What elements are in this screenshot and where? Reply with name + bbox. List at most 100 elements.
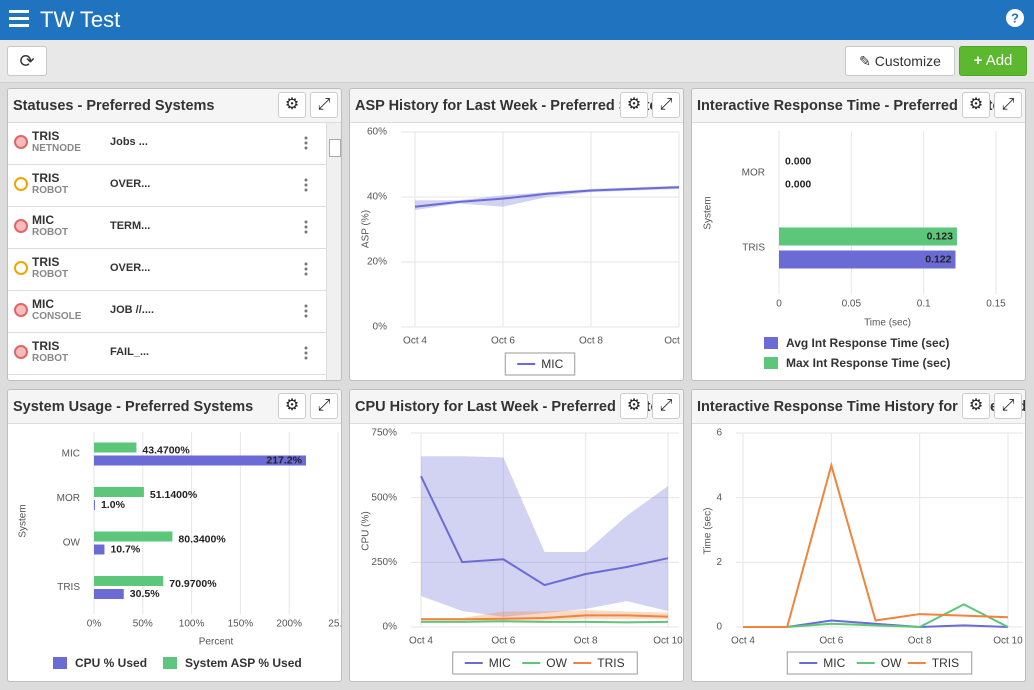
system-type: ROBOT <box>32 185 69 196</box>
x-tick-label: 50% <box>133 619 153 630</box>
system-type: NETNODE <box>32 143 81 154</box>
y-tick-label: MIC <box>62 449 80 460</box>
settings-button[interactable]: ⚙ <box>962 92 990 118</box>
settings-button[interactable]: ⚙ <box>278 92 306 118</box>
legend-label: Max Int Response Time (sec) <box>786 356 951 370</box>
app-title: TW Test <box>40 7 121 32</box>
panel-header: Interactive Response Time - Preferred Sy… <box>692 89 1025 123</box>
settings-button[interactable]: ⚙ <box>620 393 648 419</box>
customize-label: Customize <box>874 53 941 69</box>
legend: MIC OW TRIS <box>786 651 973 675</box>
bar <box>94 544 105 555</box>
status-indicator <box>14 177 28 191</box>
x-tick-label: Oct 6 <box>491 636 515 647</box>
y-tick-label: 0 <box>716 622 722 633</box>
x-tick-label: 0.1 <box>917 299 931 310</box>
y-axis-title: ASP (%) <box>361 210 372 248</box>
chart: CPU (%) 0% 250% 500% 750% Oct 4 Oct 6 Oct 8 Oct … <box>361 428 683 675</box>
x-axis-title: Time (sec) <box>864 318 911 329</box>
add-button[interactable]: + Add <box>959 46 1027 76</box>
statuses-panel: Statuses - Preferred Systems ⚙ ⤢ TRIS NETNO… <box>7 88 342 381</box>
y-tick-label: 2 <box>716 557 722 568</box>
value-label: 0.123 <box>927 230 953 242</box>
settings-button[interactable]: ⚙ <box>620 92 648 118</box>
row-menu[interactable] <box>304 304 308 318</box>
chart: System 0% 50% 100% 150% 200% 25... Percent MIC 21… <box>18 432 341 670</box>
range-band <box>415 185 679 210</box>
expand-button[interactable]: ⤢ <box>310 393 338 419</box>
x-tick-label: Oct 6 <box>491 336 515 347</box>
panel-title: Interactive Response Time - Preferred Sy… <box>697 98 1022 114</box>
panel-title: ASP History for Last Week - Preferred Sy… <box>355 98 679 114</box>
value-label: 0.000 <box>785 178 811 190</box>
chart: System 0 0.05 0.1 0.15 Time (sec) MOR 0.000 0.00… <box>703 131 1006 370</box>
legend-label: CPU % Used <box>75 656 147 670</box>
scrollbar[interactable] <box>326 123 341 380</box>
help-icon[interactable]: ? <box>1005 8 1025 28</box>
y-tick-label: 0% <box>383 622 398 633</box>
header: TW Test ? <box>0 0 1034 40</box>
x-tick-label: 0% <box>87 619 102 630</box>
system-name: TRIS <box>32 255 60 269</box>
panel-header: CPU History for Last Week - Preferred Sy… <box>350 390 683 424</box>
status-row[interactable]: TRIS ROBOT FAIL_... <box>8 333 326 375</box>
system-type: ROBOT <box>32 227 69 238</box>
status-row[interactable]: TRIS NETNODE Jobs ... <box>8 123 326 165</box>
status-row[interactable]: TRIS ROBOT OVER... <box>8 165 326 207</box>
status-message: OVER... <box>110 262 151 274</box>
legend-label: System ASP % Used <box>185 656 302 670</box>
expand-button[interactable]: ⤢ <box>652 92 680 118</box>
system-name: MIC <box>32 213 54 227</box>
row-menu[interactable] <box>304 262 308 276</box>
customize-button[interactable]: ✎ Customize <box>845 46 955 76</box>
panel-title: CPU History for Last Week - Preferred Sy… <box>355 399 680 415</box>
expand-button[interactable]: ⤢ <box>310 92 338 118</box>
panel-header: Statuses - Preferred Systems ⚙ ⤢ <box>8 89 341 123</box>
y-axis-title: Time (sec) <box>703 508 714 555</box>
x-tick-label: 0 <box>776 299 782 310</box>
status-row[interactable]: MIC ROBOT TERM... <box>8 207 326 249</box>
y-tick-label: 6 <box>716 428 722 439</box>
row-menu[interactable] <box>304 136 308 150</box>
system-type: CONSOLE <box>32 311 82 322</box>
value-label: 43.4700% <box>142 444 190 456</box>
value-label: 80.3400% <box>178 533 226 545</box>
y-tick-label: 500% <box>371 492 397 503</box>
value-label: 10.7% <box>110 543 140 555</box>
x-tick-label: Oct 8 <box>579 336 603 347</box>
expand-button[interactable]: ⤢ <box>994 92 1022 118</box>
refresh-button[interactable]: ⟳ <box>7 46 47 76</box>
value-label: 0.122 <box>925 253 951 265</box>
x-tick-label: Oct 10 <box>993 636 1023 647</box>
system-name: TRIS <box>32 171 60 185</box>
y-tick-label: 750% <box>371 428 397 439</box>
bar <box>94 576 164 586</box>
x-tick-label: Oct 10 <box>653 636 683 647</box>
legend-label: TRIS <box>597 656 624 670</box>
toolbar: ⟳ ✎ Customize + Add <box>0 40 1034 83</box>
x-tick-label: 0.15 <box>986 299 1006 310</box>
x-tick-label: Oct 4 <box>409 636 433 647</box>
expand-button[interactable]: ⤢ <box>652 393 680 419</box>
legend-swatch <box>53 657 67 669</box>
y-tick-label: 4 <box>716 492 722 503</box>
row-menu[interactable] <box>304 346 308 360</box>
expand-button[interactable]: ⤢ <box>994 393 1022 419</box>
status-message: OVER... <box>110 178 151 190</box>
system-type: ROBOT <box>32 353 69 364</box>
bar <box>94 531 173 542</box>
range-band <box>421 610 668 621</box>
menu-icon[interactable] <box>9 9 33 29</box>
settings-button[interactable]: ⚙ <box>962 393 990 419</box>
row-menu[interactable] <box>304 220 308 234</box>
y-tick-label: OW <box>63 538 81 549</box>
row-menu[interactable] <box>304 178 308 192</box>
y-tick-label: 60% <box>367 127 387 138</box>
y-tick-label: 250% <box>371 557 397 568</box>
y-axis-title: CPU (%) <box>361 511 372 550</box>
status-indicator <box>14 135 28 149</box>
settings-button[interactable]: ⚙ <box>278 393 306 419</box>
value-label: 51.1400% <box>150 489 198 501</box>
status-row[interactable]: TRIS ROBOT OVER... <box>8 249 326 291</box>
status-row[interactable]: MIC CONSOLE JOB //.... <box>8 291 326 333</box>
